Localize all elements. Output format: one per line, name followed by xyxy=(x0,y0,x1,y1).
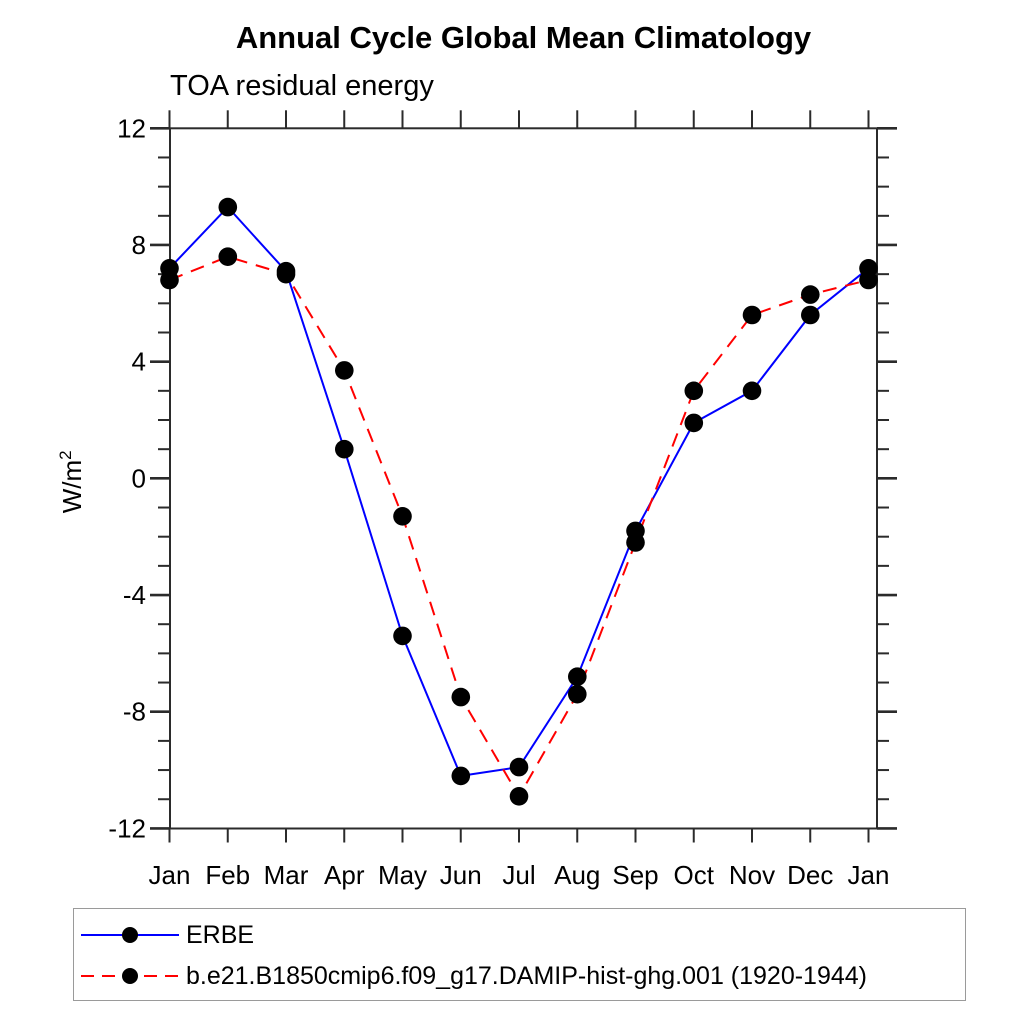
y-tick-label: 4 xyxy=(132,347,146,377)
y-tick-label: -12 xyxy=(108,813,146,843)
legend: ERBE b.e21.B1850cmip6.f09_g17.DAMIP-hist… xyxy=(73,908,966,1001)
x-axis-ticks-bottom xyxy=(168,828,870,843)
data-point-marker xyxy=(684,381,704,401)
series-erbe-line xyxy=(168,205,870,778)
data-point-marker xyxy=(742,381,762,401)
data-point-marker xyxy=(218,247,238,266)
series-model-line xyxy=(169,255,869,799)
legend-item-model: b.e21.B1850cmip6.f09_g17.DAMIP-hist-ghg.… xyxy=(79,959,867,993)
chart-title: Annual Cycle Global Mean Climatology xyxy=(235,20,812,55)
y-axis-ticks-left xyxy=(150,127,170,830)
y-tick-label: 12 xyxy=(117,113,146,143)
data-point-marker xyxy=(160,270,179,290)
data-point-marker xyxy=(859,270,878,290)
x-tick-label: Apr xyxy=(324,860,365,890)
data-point-marker xyxy=(335,439,354,459)
x-tick-label: Jan xyxy=(848,860,890,890)
chart-subtitle: TOA residual energy xyxy=(170,70,434,102)
plot-frame xyxy=(169,127,878,830)
x-tick-label: May xyxy=(378,860,427,890)
x-tick-label: Jan xyxy=(149,860,191,890)
x-tick-label: Dec xyxy=(787,860,833,890)
data-point-marker xyxy=(393,507,412,526)
x-tick-label: Aug xyxy=(554,860,600,890)
legend-sample-model xyxy=(81,968,179,984)
data-point-marker xyxy=(276,264,296,284)
data-point-marker xyxy=(451,766,471,786)
x-tick-label: Jun xyxy=(440,860,482,890)
data-point-marker xyxy=(509,757,529,777)
x-tick-label: Oct xyxy=(674,860,715,890)
y-tick-label: -8 xyxy=(123,697,146,727)
x-tick-label: Sep xyxy=(612,860,658,890)
legend-marker-dot xyxy=(122,927,138,943)
data-point-marker xyxy=(684,413,704,433)
legend-marker-dot xyxy=(122,968,138,984)
data-point-marker xyxy=(509,787,529,806)
series-erbe-markers xyxy=(160,197,878,786)
x-axis-ticks-top xyxy=(168,110,870,129)
x-tick-label: Nov xyxy=(729,860,775,890)
y-tick-label: 0 xyxy=(132,463,146,493)
data-point-marker xyxy=(742,305,762,325)
legend-label-erbe: ERBE xyxy=(186,920,255,949)
data-point-marker xyxy=(218,197,238,217)
data-point-marker xyxy=(335,361,354,380)
data-point-marker xyxy=(451,687,471,707)
x-tick-labels: Jan Feb Mar Apr May Jun Jul Aug Sep Oct Nov Dec Jan xyxy=(149,860,890,890)
y-axis-ticks-right xyxy=(877,127,897,830)
data-point-marker xyxy=(393,626,412,646)
y-tick-labels: -12 -8 -4 0 4 8 12 xyxy=(108,113,146,843)
series-model-markers xyxy=(160,247,878,806)
data-point-marker xyxy=(568,684,587,704)
legend-sample-erbe xyxy=(81,927,179,943)
data-point-marker xyxy=(626,533,645,552)
y-tick-label: 8 xyxy=(132,230,146,260)
x-tick-label: Feb xyxy=(205,860,250,890)
legend-label-model: b.e21.B1850cmip6.f09_g17.DAMIP-hist-ghg.… xyxy=(186,961,867,990)
data-point-marker xyxy=(801,285,820,304)
x-tick-label: Mar xyxy=(264,860,309,890)
legend-item-erbe: ERBE xyxy=(79,918,254,952)
data-point-marker xyxy=(801,305,820,325)
y-tick-label: -4 xyxy=(123,580,146,610)
x-tick-label: Jul xyxy=(502,860,535,890)
data-point-marker xyxy=(568,667,587,686)
